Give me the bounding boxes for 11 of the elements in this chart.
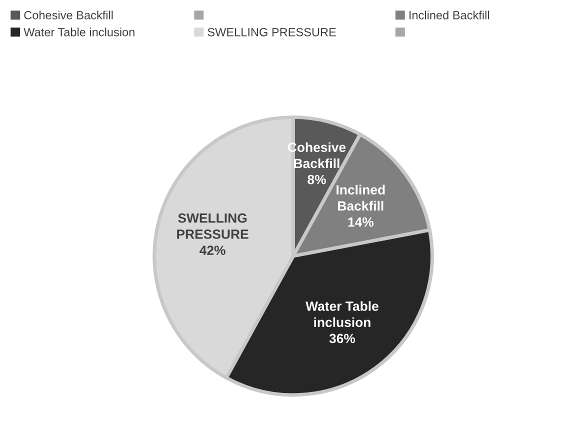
data-label: 42%: [200, 246, 226, 255]
data-label: 8%: [308, 174, 326, 184]
slice-label: Water Table inclusion: [306, 301, 378, 328]
slice-label: SWELLING PRESSURE: [177, 213, 248, 239]
slice-label: Inclined Backfill: [336, 184, 385, 211]
data-label: 36%: [329, 334, 356, 344]
legend-label: Cohesive Backfill: [24, 10, 113, 20]
legend-label: Water Table inclusion: [24, 28, 134, 36]
data-label: 14%: [348, 217, 374, 227]
legend-label: SWELLING PRESSURE: [208, 28, 336, 36]
legend-label: Inclined Backfill: [410, 10, 489, 20]
